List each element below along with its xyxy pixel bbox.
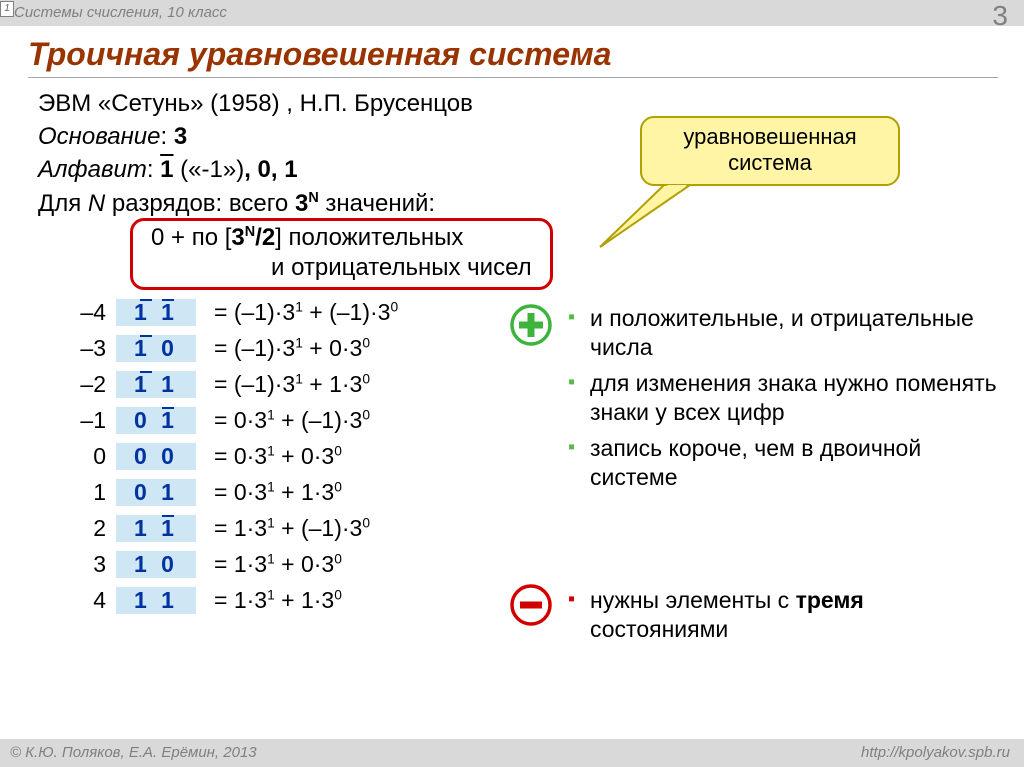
expansion: = 1·31 + (–1)·30 <box>196 515 370 542</box>
title-underline <box>28 77 998 78</box>
pros-list: и положительные, и отрицательные числа дл… <box>568 304 998 499</box>
intro-line-N: Для N разрядов: всего 3N значений: <box>38 188 473 219</box>
top-left-badge: 1 <box>0 1 14 17</box>
dec-value: 3 <box>60 551 116 578</box>
con-item: нужны элементы с тремя состояниями <box>568 586 998 645</box>
intro-line-alpha: Алфавит: 1 («-1»), 0, 1 <box>38 154 473 185</box>
expansion: = 1·31 + 0·30 <box>196 551 342 578</box>
redbox-line-2: и отрицательных чисел <box>151 253 532 283</box>
dec-value: –3 <box>60 335 116 362</box>
pro-item: и положительные, и отрицательные числа <box>568 304 998 363</box>
footer-copyright: © К.Ю. Поляков, Е.А. Ерёмин, 2013 <box>10 739 257 767</box>
table-row: 31 0= 1·31 + 0·30 <box>60 546 398 582</box>
trit-value: 1 1 <box>116 299 196 326</box>
trit-value: 1 1 <box>116 587 196 614</box>
dec-value: –1 <box>60 407 116 434</box>
dec-value: 0 <box>60 443 116 470</box>
expansion: = (–1)·31 + (–1)·30 <box>196 299 398 326</box>
trit-value: 0 1 <box>116 407 196 434</box>
table-row: 21 1= 1·31 + (–1)·30 <box>60 510 398 546</box>
table-row: 41 1= 1·31 + 1·30 <box>60 582 398 618</box>
expansion: = 1·31 + 1·30 <box>196 587 342 614</box>
minus-icon <box>510 584 552 626</box>
header-topic: Системы счисления, 10 класс <box>14 4 227 21</box>
expansion: = 0·31 + 0·30 <box>196 443 342 470</box>
table-row: –31 0= (–1)·31 + 0·30 <box>60 330 398 366</box>
table-row: –10 1= 0·31 + (–1)·30 <box>60 402 398 438</box>
trit-value: 0 0 <box>116 443 196 470</box>
expansion: = (–1)·31 + 0·30 <box>196 335 370 362</box>
trit-value: 1 1 <box>116 515 196 542</box>
page-number: 3 <box>992 0 1008 32</box>
dec-value: –4 <box>60 299 116 326</box>
plus-icon <box>510 304 552 346</box>
ternary-table: –41 1= (–1)·31 + (–1)·30–31 0= (–1)·31 +… <box>60 294 398 618</box>
expansion: = 0·31 + (–1)·30 <box>196 407 370 434</box>
red-highlight-box: 0 + по [3N/2] положительных и отрицатель… <box>130 218 553 290</box>
table-row: 00 0= 0·31 + 0·30 <box>60 438 398 474</box>
table-row: –41 1= (–1)·31 + (–1)·30 <box>60 294 398 330</box>
trit-value: 1 1 <box>116 371 196 398</box>
cons-list: нужны элементы с тремя состояниями <box>568 586 998 651</box>
trit-value: 0 1 <box>116 479 196 506</box>
expansion: = 0·31 + 1·30 <box>196 479 342 506</box>
callout-balanced: уравновешенная система <box>640 116 900 186</box>
pro-item: для изменения знака нужно поменять знаки… <box>568 369 998 428</box>
dec-value: 4 <box>60 587 116 614</box>
intro-line-base: Основание: 3 <box>38 121 473 152</box>
header-bar: 1 Системы счисления, 10 класс <box>0 0 1024 26</box>
table-row: –21 1= (–1)·31 + 1·30 <box>60 366 398 402</box>
redbox-line-1: 0 + по [3N/2] положительных <box>151 223 532 253</box>
trit-value: 1 0 <box>116 551 196 578</box>
intro-line-1: ЭВМ «Сетунь» (1958) , Н.П. Брусенцов <box>38 88 473 119</box>
trit-value: 1 0 <box>116 335 196 362</box>
expansion: = (–1)·31 + 1·30 <box>196 371 370 398</box>
slide-title: Троичная уравновешенная система <box>28 36 611 73</box>
dec-value: 1 <box>60 479 116 506</box>
pro-item: запись короче, чем в двоичной системе <box>568 434 998 493</box>
footer-url: http://kpolyakov.spb.ru <box>861 739 1010 767</box>
intro-block: ЭВМ «Сетунь» (1958) , Н.П. Брусенцов Осн… <box>38 88 473 219</box>
dec-value: –2 <box>60 371 116 398</box>
footer-bar: © К.Ю. Поляков, Е.А. Ерёмин, 2013 http:/… <box>0 739 1024 767</box>
table-row: 10 1= 0·31 + 1·30 <box>60 474 398 510</box>
dec-value: 2 <box>60 515 116 542</box>
